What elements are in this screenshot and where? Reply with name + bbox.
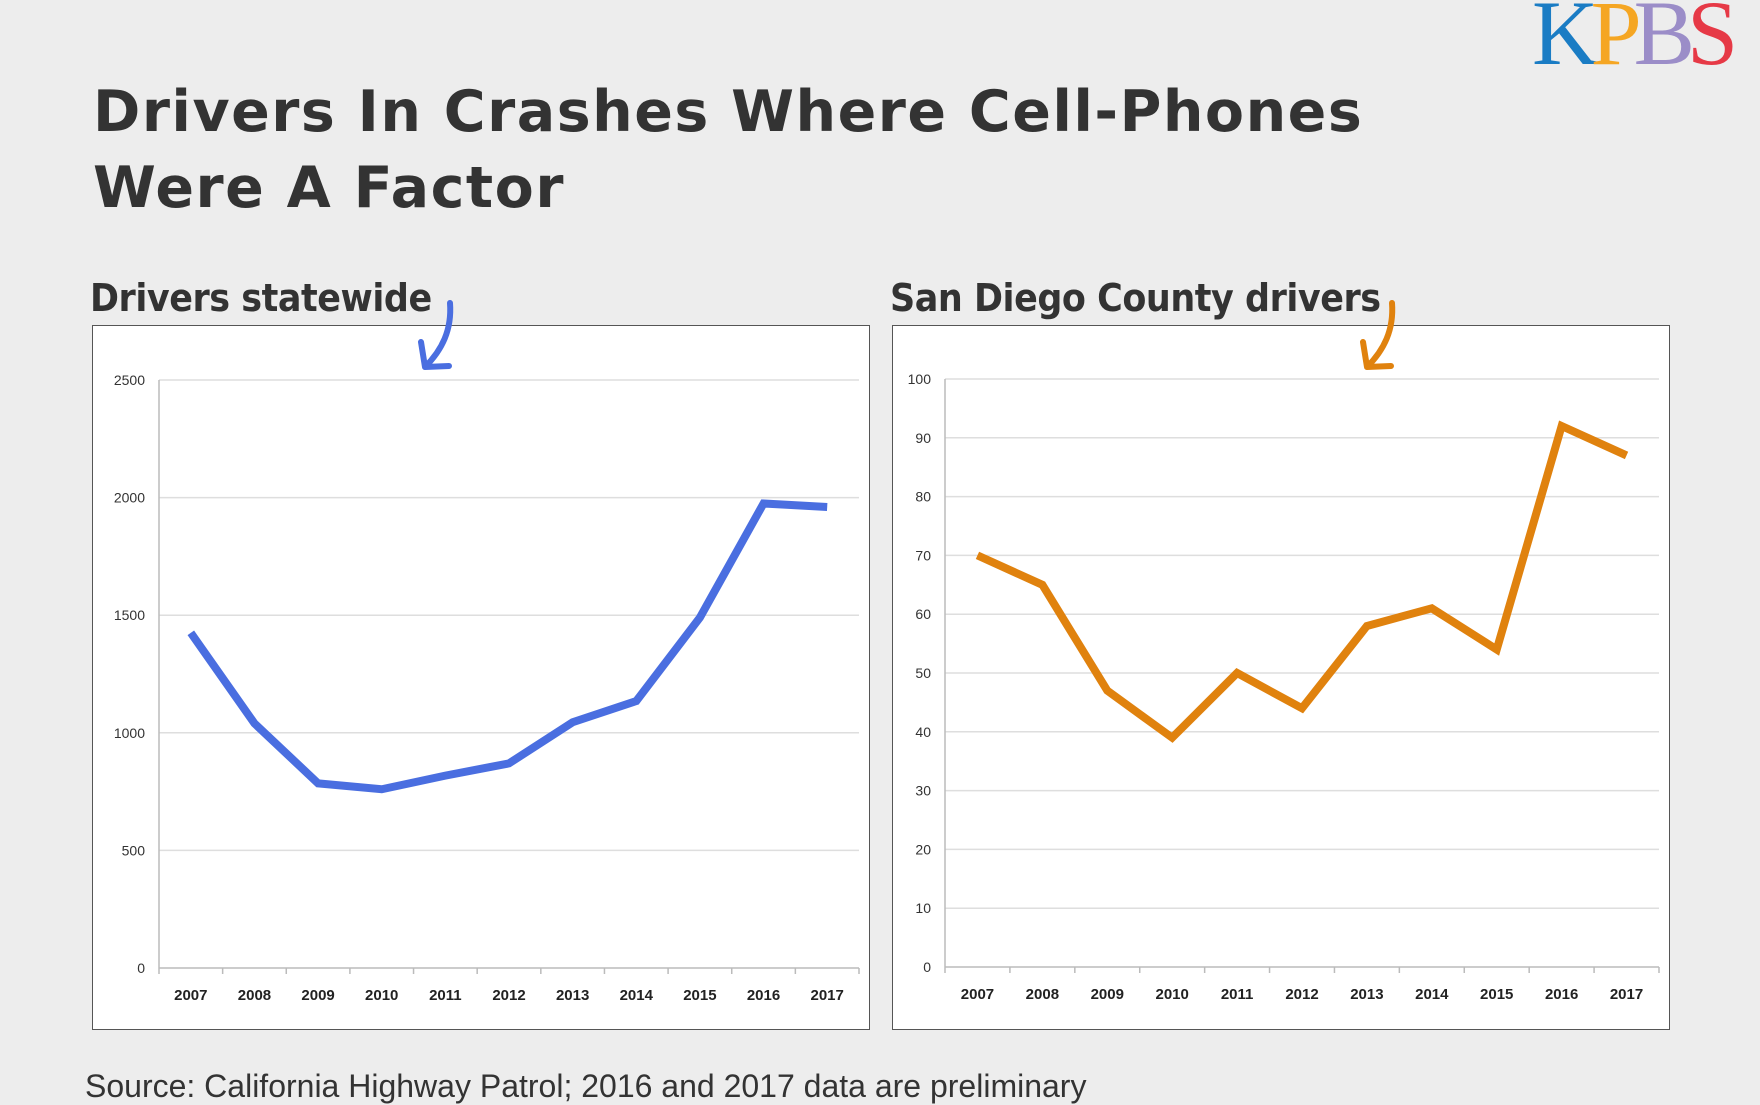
y-tick-label: 1000 [114,725,145,741]
x-tick-label: 2008 [238,987,271,1004]
x-tick-label: 2009 [301,987,334,1004]
y-tick-label: 80 [915,489,931,505]
x-tick-label: 2012 [1285,986,1318,1003]
y-tick-label: 1500 [114,607,145,623]
y-tick-label: 30 [915,783,931,799]
x-tick-label: 2014 [1415,986,1449,1003]
x-tick-label: 2009 [1091,986,1124,1003]
arrow-icon-san-diego [1363,303,1392,367]
y-tick-label: 0 [137,960,145,976]
series-line-statewide [191,503,827,789]
x-tick-label: 2007 [174,987,207,1004]
x-tick-label: 2016 [747,987,780,1004]
y-tick-label: 2000 [114,490,145,506]
source-note: Source: California Highway Patrol; 2016 … [85,1068,1086,1105]
x-tick-label: 2016 [1545,986,1578,1003]
y-tick-label: 500 [122,842,146,858]
y-tick-label: 90 [915,430,931,446]
x-tick-label: 2013 [556,987,589,1004]
x-tick-label: 2015 [1480,986,1513,1003]
y-tick-label: 2500 [114,372,145,388]
series-line-san-diego [977,426,1626,738]
x-tick-label: 2010 [365,987,398,1004]
y-tick-label: 10 [915,900,931,916]
chart-statewide: 0 500 1000 1500 2000 2500 2007 2008 2009 2010 2011… [114,372,859,1004]
x-tick-label: 2015 [683,987,716,1004]
y-tick-label: 50 [915,665,931,681]
x-tick-label: 2010 [1155,986,1188,1003]
x-tick-label: 2011 [1221,986,1254,1003]
x-tick-label: 2014 [620,987,654,1004]
x-tick-label: 2008 [1026,986,1059,1003]
x-tick-label: 2017 [1610,986,1643,1003]
x-tick-label: 2013 [1350,986,1383,1003]
y-tick-label: 0 [923,959,931,975]
x-tick-label: 2007 [961,986,994,1003]
x-tick-label: 2017 [810,987,843,1004]
arrow-icon-statewide [421,303,450,367]
chart-san-diego: 0 10 20 30 40 50 60 70 80 90 100 2007 2008 2009 2010 20… [908,371,1659,1003]
y-tick-label: 20 [915,841,931,857]
y-tick-label: 100 [908,371,932,387]
y-tick-label: 70 [915,547,931,563]
y-tick-label: 40 [915,724,931,740]
y-tick-label: 60 [915,606,931,622]
x-tick-label: 2011 [429,987,462,1004]
x-tick-label: 2012 [492,987,525,1004]
